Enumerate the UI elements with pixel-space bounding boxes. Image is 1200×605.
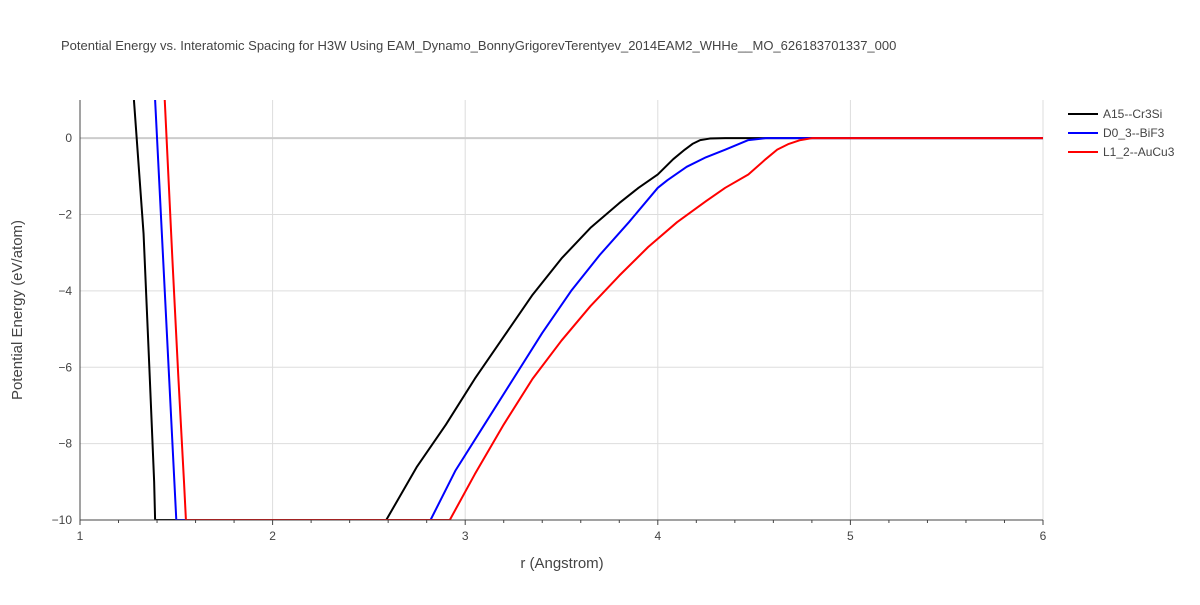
legend[interactable]: A15--Cr3Si D0_3--BiF3 L1_2--AuCu3 [1068, 107, 1175, 159]
x-tick-label: 4 [654, 529, 661, 543]
legend-item[interactable]: A15--Cr3Si [1068, 107, 1162, 121]
legend-label: D0_3--BiF3 [1103, 126, 1165, 140]
legend-item[interactable]: D0_3--BiF3 [1068, 126, 1165, 140]
series-line-l1-2-aucu3 [163, 100, 1043, 520]
x-tick-label: 1 [77, 529, 84, 543]
legend-label: A15--Cr3Si [1103, 107, 1162, 121]
y-tick-label: −6 [58, 360, 72, 374]
y-tick-label: −8 [58, 437, 72, 451]
y-tick-label: −10 [52, 513, 73, 527]
y-tick-label: −4 [58, 284, 72, 298]
y-tick-label: 0 [65, 131, 72, 145]
series-line-a15-cr3si [132, 100, 1043, 520]
chart-title: Potential Energy vs. Interatomic Spacing… [61, 38, 896, 53]
series-line-d0-3-bif3 [154, 100, 1043, 520]
x-tick-label: 2 [269, 529, 276, 543]
legend-label: L1_2--AuCu3 [1103, 145, 1175, 159]
y-tick-label: −2 [58, 208, 72, 222]
legend-item[interactable]: L1_2--AuCu3 [1068, 145, 1175, 159]
y-axis-title: Potential Energy (eV/atom) [9, 220, 26, 400]
x-tick-label: 5 [847, 529, 854, 543]
x-tick-label: 6 [1040, 529, 1047, 543]
x-axis-title: r (Angstrom) [520, 555, 603, 572]
x-tick-label: 3 [462, 529, 469, 543]
plot-area [132, 100, 1043, 520]
axes: 1 2 3 4 5 6 0 −2 −4 −6 −8 −10 [52, 100, 1047, 543]
